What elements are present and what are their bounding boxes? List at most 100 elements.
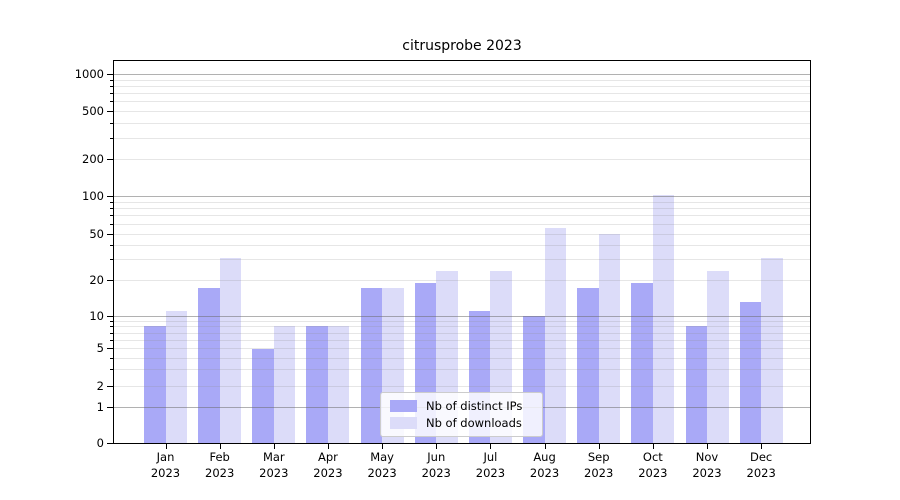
bar-distinct-ips [739,302,762,443]
y-tick-label: 0 [96,436,104,450]
y-tick-mark-minor [110,93,113,94]
y-tick-mark-minor [110,320,113,322]
x-tick-month: Jan [156,450,175,464]
x-tick-label: Mar 2023 [259,449,288,481]
y-tick-mark-minor [110,326,113,328]
y-tick-mark-minor [110,339,113,341]
y-tick-label: 2 [96,378,104,393]
x-tick-label: May 2023 [367,449,396,481]
bar-downloads [598,233,621,443]
legend-label: Nb of downloads [426,415,522,430]
y-tick-mark-minor [110,259,113,261]
x-tick-year: 2023 [529,466,560,480]
y-tick-label: 500 [82,103,104,118]
x-tick-mark [382,444,384,449]
x-tick-year: 2023 [638,466,668,480]
x-tick-label: Oct 2023 [638,449,667,481]
y-tick-mark [107,315,113,317]
y-tick-mark [107,279,113,281]
x-axis-tick-labels: Jan 2023 Feb 2023 Mar 2023 Apr 2023 May 2023 Jun 20… [113,449,811,489]
x-tick-year: 2023 [259,466,289,480]
y-tick-mark-minor [110,122,113,124]
x-tick-month: Jun [427,450,446,464]
x-tick-year: 2023 [205,466,235,480]
x-tick-month: May [370,450,394,464]
bar-downloads [544,228,567,443]
y-tick-label: 200 [82,152,104,167]
x-tick-label: Apr 2023 [313,449,342,481]
bar-distinct-ips [360,288,383,443]
x-tick-mark [490,444,492,449]
x-tick-mark [219,444,221,449]
x-tick-mark [761,444,763,449]
bar-downloads [707,270,729,443]
y-tick-mark [107,407,113,409]
legend-row: Nb of downloads [390,415,534,431]
chart-title: citrusprobe 2023 [402,38,522,54]
y-tick-label: 5 [96,341,104,356]
y-tick-label: 10 [89,308,104,323]
x-tick-month: Feb [209,450,230,464]
y-tick-mark [107,348,113,350]
x-tick-label: Dec 2023 [747,449,776,481]
bar-distinct-ips [252,348,274,443]
x-tick-month: Jul [483,450,498,464]
x-tick-mark [436,444,438,449]
y-tick-label: 100 [82,189,104,204]
y-axis-tick-labels: 0 1 2 5 10 20 50 100 200 500 1000 [0,61,104,449]
x-tick-year: 2023 [746,466,776,480]
x-tick-label: Jul 2023 [476,449,505,481]
bar-distinct-ips [631,282,653,443]
y-tick-mark [107,385,113,387]
y-tick-mark-minor [110,201,113,203]
y-tick-label: 20 [89,272,104,287]
y-tick-mark [107,443,113,444]
y-tick-mark-minor [110,244,113,246]
y-tick-mark-minor [110,357,113,359]
y-tick-mark [107,196,113,198]
x-tick-label: Nov 2023 [692,449,721,481]
x-tick-label: Sep 2023 [584,449,613,481]
x-tick-year: 2023 [692,466,722,480]
y-tick-mark-minor [110,332,113,334]
bar-downloads [327,326,350,443]
x-tick-label: Jun 2023 [422,449,451,481]
bar-downloads [761,257,783,443]
y-tick-mark [107,110,113,112]
bar-distinct-ips [577,288,599,443]
y-tick-mark-minor [110,215,113,217]
y-tick-mark-minor [110,223,113,225]
x-tick-year: 2023 [150,466,181,480]
y-tick-label: 50 [89,226,104,241]
bar-downloads [652,194,675,443]
legend-row: Nb of distinct IPs [390,398,534,414]
bar-distinct-ips [306,326,328,443]
x-tick-year: 2023 [367,466,397,480]
y-tick-mark-minor [110,101,113,103]
x-tick-mark [598,444,600,449]
x-tick-mark [273,444,275,449]
x-tick-month: Apr [317,450,338,464]
bar-distinct-ips [685,326,707,443]
x-tick-mark [327,444,329,449]
y-tick-mark-minor [110,369,113,371]
y-axis-tick-marks [106,61,113,444]
y-tick-mark-minor [110,208,113,210]
legend-label: Nb of distinct IPs [426,399,523,414]
bar-downloads [273,326,296,443]
bar-distinct-ips [198,288,220,443]
x-tick-month: Mar [262,450,285,464]
bar-downloads [219,257,242,443]
x-tick-mark [652,444,654,449]
y-tick-label: 1000 [74,67,104,82]
bar-downloads [165,310,187,443]
x-tick-month: Oct [642,450,663,464]
bar-distinct-ips [144,326,166,443]
legend-swatch [390,416,417,429]
y-tick-mark [107,74,113,76]
x-tick-mark [165,444,167,449]
x-tick-label: Feb 2023 [205,449,234,481]
y-tick-mark-minor [110,85,113,87]
x-tick-month: Dec [750,450,773,464]
